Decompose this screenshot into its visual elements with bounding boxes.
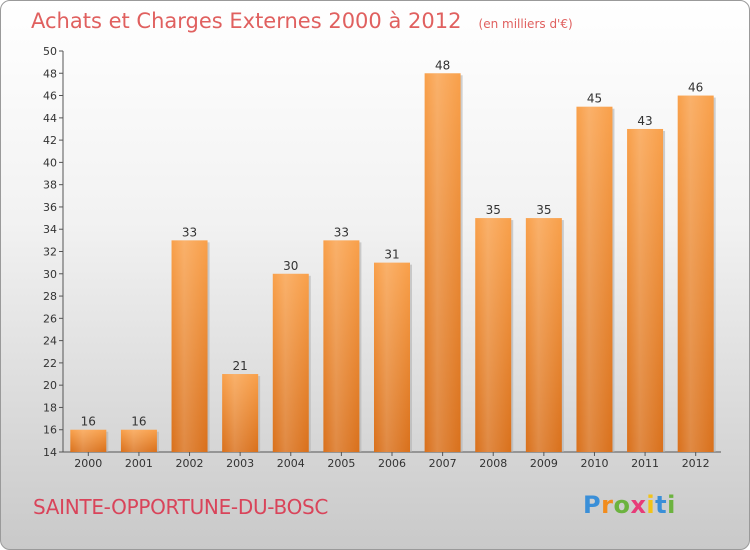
- logo-letter: i: [667, 491, 676, 519]
- chart-title-main: Achats et Charges Externes 2000 à 2012: [31, 9, 462, 33]
- bar-highlight: [627, 128, 664, 452]
- data-label: 16: [131, 415, 146, 429]
- bar-highlight: [120, 429, 157, 452]
- bar-highlight: [525, 218, 562, 452]
- data-label: 30: [283, 259, 298, 273]
- data-label: 21: [233, 359, 248, 373]
- x-tick-label: 2002: [176, 457, 204, 470]
- x-tick-label: 2007: [429, 457, 457, 470]
- logo-letter: o: [613, 491, 631, 519]
- bar-highlight: [272, 273, 309, 452]
- axes: 14 16 18 20 22 24 26 28 30 32 34 36 38 40 42 44 46 48 50: [43, 45, 721, 459]
- place-name: SAINTE-OPPORTUNE-DU-BOSC: [33, 495, 329, 519]
- data-label: 48: [435, 58, 450, 72]
- x-tick-label: 2011: [631, 457, 659, 470]
- y-tick-label: 36: [43, 201, 57, 214]
- bar-highlight: [475, 218, 512, 452]
- logo-letter: t: [655, 491, 668, 519]
- x-tick-label: 2006: [378, 457, 406, 470]
- data-label: 45: [587, 92, 602, 106]
- data-label: 35: [486, 203, 501, 217]
- bar-highlight: [374, 262, 410, 452]
- labels: 2000 16 2001 16 2002 33 2003 21 2004 30 2005 33 2006…: [74, 58, 709, 470]
- x-tick-label: 2010: [580, 457, 608, 470]
- x-tick-label: 2012: [682, 457, 710, 470]
- bar-highlight: [677, 95, 714, 453]
- bar-highlight: [323, 240, 360, 452]
- proxiti-logo: Proxiti: [583, 491, 676, 519]
- y-tick-label: 30: [43, 268, 57, 281]
- y-tick-label: 34: [43, 223, 57, 236]
- y-tick-label: 40: [43, 156, 57, 169]
- logo-letter: P: [583, 491, 602, 519]
- y-tick-label: 38: [43, 179, 57, 192]
- bar-highlight: [576, 106, 613, 452]
- bar-highlight: [171, 240, 208, 452]
- y-tick-label: 42: [43, 134, 57, 147]
- y-tick-label: 20: [43, 379, 57, 392]
- y-tick-label: 32: [43, 246, 57, 259]
- x-tick-label: 2001: [125, 457, 153, 470]
- y-tick-label: 28: [43, 290, 57, 303]
- data-label: 46: [688, 81, 703, 95]
- x-tick-label: 2000: [74, 457, 102, 470]
- y-tick-label: 26: [43, 312, 57, 325]
- data-label: 31: [384, 248, 399, 262]
- y-tick-label: 18: [43, 401, 57, 414]
- logo-letter: i: [646, 491, 656, 519]
- y-tick-label: 16: [43, 424, 57, 437]
- x-tick-label: 2008: [479, 457, 507, 470]
- x-tick-label: 2009: [530, 457, 558, 470]
- logo-letter: r: [601, 491, 614, 519]
- bar-highlight: [70, 429, 107, 452]
- y-tick-label: 44: [43, 112, 57, 125]
- data-label: 16: [81, 415, 96, 429]
- y-tick-label: 50: [43, 45, 57, 58]
- bar-highlight: [222, 374, 259, 452]
- logo-letter: x: [630, 491, 647, 519]
- data-label: 33: [182, 225, 197, 239]
- x-tick-label: 2005: [327, 457, 355, 470]
- y-tick-label: 48: [43, 67, 57, 80]
- bar-highlight: [424, 73, 461, 453]
- data-label: 35: [536, 203, 551, 217]
- x-tick-label: 2004: [277, 457, 305, 470]
- chart-title: Achats et Charges Externes 2000 à 2012 (…: [31, 9, 573, 33]
- data-label: 33: [334, 225, 349, 239]
- y-tick-label: 46: [43, 90, 57, 103]
- chart-title-unit: (en milliers d'€): [478, 17, 573, 31]
- y-tick-label: 22: [43, 357, 57, 370]
- data-label: 43: [637, 114, 652, 128]
- bars: [70, 73, 716, 453]
- x-tick-label: 2003: [226, 457, 254, 470]
- y-tick-label: 14: [43, 446, 57, 459]
- y-tick-label: 24: [43, 335, 57, 348]
